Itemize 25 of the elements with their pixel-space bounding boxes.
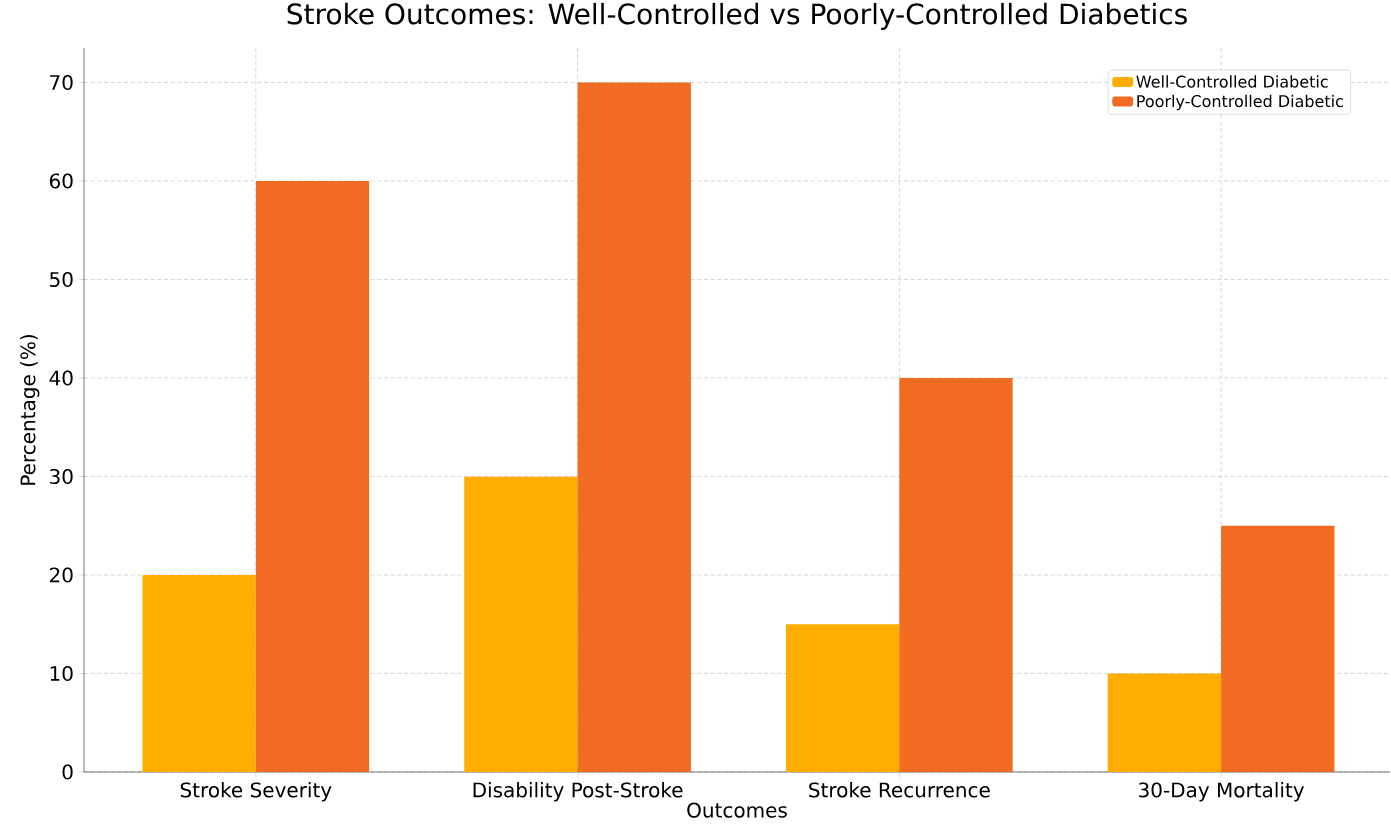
legend-label: Poorly-Controlled Diabetic [1137, 94, 1343, 111]
bar [1107, 673, 1222, 772]
bar [899, 377, 1013, 772]
x-tick-label: Stroke Severity [180, 782, 332, 802]
y-tick-label: 70 [50, 74, 73, 91]
bar [786, 624, 900, 772]
x-axis-title: Outcomes [687, 802, 787, 818]
bar [1221, 525, 1335, 772]
x-tick-label: 30-Day Mortality [1139, 782, 1305, 802]
y-axis-title: Percentage (%) [20, 334, 40, 485]
y-tick-label: 0 [62, 764, 73, 780]
y-tick-label: 10 [50, 665, 73, 682]
legend-label: Well-Controlled Diabetic [1136, 75, 1328, 88]
y-tick-label: 20 [49, 567, 73, 583]
y-tick-label: 40 [49, 370, 73, 386]
bar [255, 180, 370, 772]
y-tick-label: 30 [50, 468, 73, 485]
x-tick-label: Stroke Recurrence [809, 782, 990, 798]
y-tick-label: 60 [49, 173, 73, 189]
bar [464, 476, 578, 772]
y-tick-label: 50 [50, 271, 73, 288]
x-tick-label: Disability Post-Stroke [473, 782, 683, 802]
bar [142, 574, 256, 772]
bar [577, 82, 691, 772]
chart-title: Stroke Outcomes: Well-Controlled vs Poorly-Controlled Diabetics [287, 2, 1187, 30]
